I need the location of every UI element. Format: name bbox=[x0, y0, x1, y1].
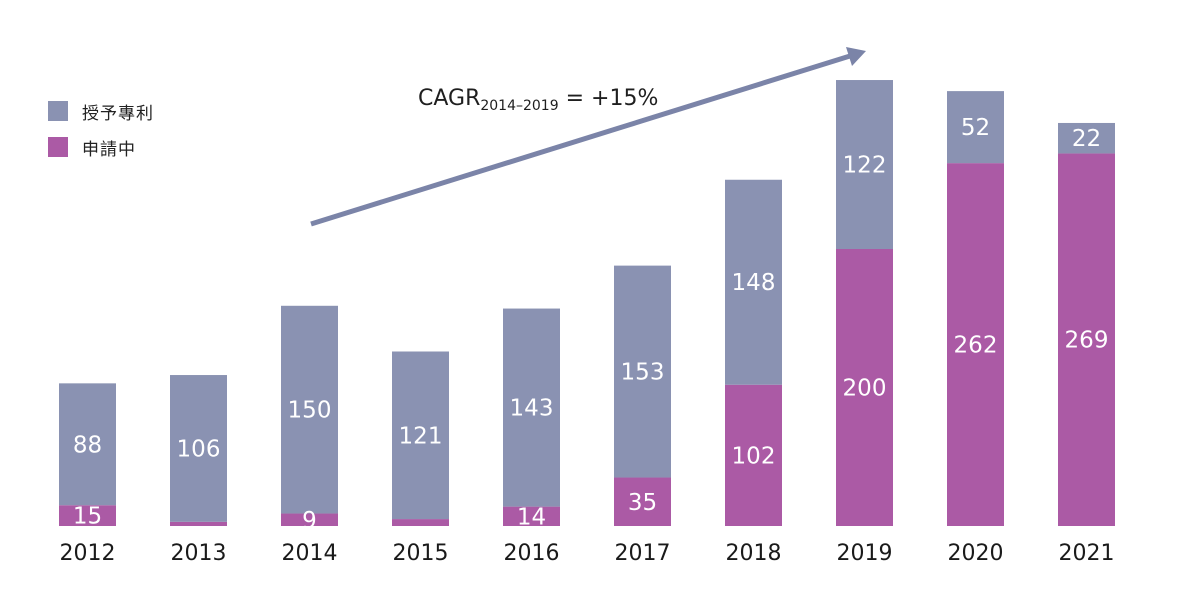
data-label-granted-2021: 22 bbox=[1072, 126, 1101, 152]
data-label-pending-2012: 15 bbox=[73, 504, 102, 530]
cagr-main: CAGR bbox=[418, 86, 480, 111]
cagr-value: = +15% bbox=[559, 86, 659, 111]
data-label-pending-2017: 35 bbox=[628, 490, 657, 516]
x-tick-label-2012: 2012 bbox=[60, 541, 116, 566]
data-label-pending-2019: 200 bbox=[843, 376, 887, 402]
bar-pending-2015 bbox=[392, 519, 449, 526]
data-label-granted-2018: 148 bbox=[732, 270, 776, 296]
x-tick-label-2019: 2019 bbox=[837, 541, 893, 566]
cagr-subscript: 2014–2019 bbox=[480, 98, 558, 114]
cagr-arrow-head bbox=[846, 47, 866, 66]
data-label-granted-2015: 121 bbox=[399, 423, 443, 449]
x-tick-label-2017: 2017 bbox=[615, 541, 671, 566]
data-label-pending-2020: 262 bbox=[954, 333, 998, 359]
data-label-pending-2018: 102 bbox=[732, 443, 776, 469]
data-label-granted-2016: 143 bbox=[510, 396, 554, 422]
legend-label-granted: 授予專利 bbox=[82, 99, 154, 124]
data-label-granted-2012: 88 bbox=[73, 432, 102, 458]
data-label-granted-2020: 52 bbox=[961, 115, 990, 141]
data-label-granted-2019: 122 bbox=[843, 153, 887, 179]
legend: 授予專利 申請中 bbox=[48, 100, 154, 172]
data-label-pending-2014: 9 bbox=[302, 508, 317, 534]
legend-swatch-granted bbox=[48, 101, 68, 121]
x-tick-label-2021: 2021 bbox=[1059, 541, 1115, 566]
x-tick-label-2014: 2014 bbox=[282, 541, 338, 566]
data-label-granted-2014: 150 bbox=[288, 398, 332, 424]
x-axis-tick-labels: 2012 2013 2014 2015 2016 2017 2018 2019 2020 2021 bbox=[60, 541, 1115, 566]
data-label-pending-2021: 269 bbox=[1065, 328, 1109, 354]
legend-item-granted: 授予專利 bbox=[48, 100, 154, 122]
x-tick-label-2013: 2013 bbox=[171, 541, 227, 566]
x-tick-label-2016: 2016 bbox=[504, 541, 560, 566]
legend-label-pending: 申請中 bbox=[82, 135, 136, 160]
data-label-granted-2013: 106 bbox=[177, 436, 221, 462]
x-tick-label-2015: 2015 bbox=[393, 541, 449, 566]
bar-pending-2013 bbox=[170, 522, 227, 526]
legend-swatch-pending bbox=[48, 137, 68, 157]
x-tick-label-2018: 2018 bbox=[726, 541, 782, 566]
legend-item-pending: 申請中 bbox=[48, 136, 154, 158]
x-tick-label-2020: 2020 bbox=[948, 541, 1004, 566]
data-label-granted-2017: 153 bbox=[621, 360, 665, 386]
cagr-annotation: CAGR2014–2019 = +15% bbox=[418, 86, 658, 114]
data-label-pending-2016: 14 bbox=[517, 504, 546, 530]
